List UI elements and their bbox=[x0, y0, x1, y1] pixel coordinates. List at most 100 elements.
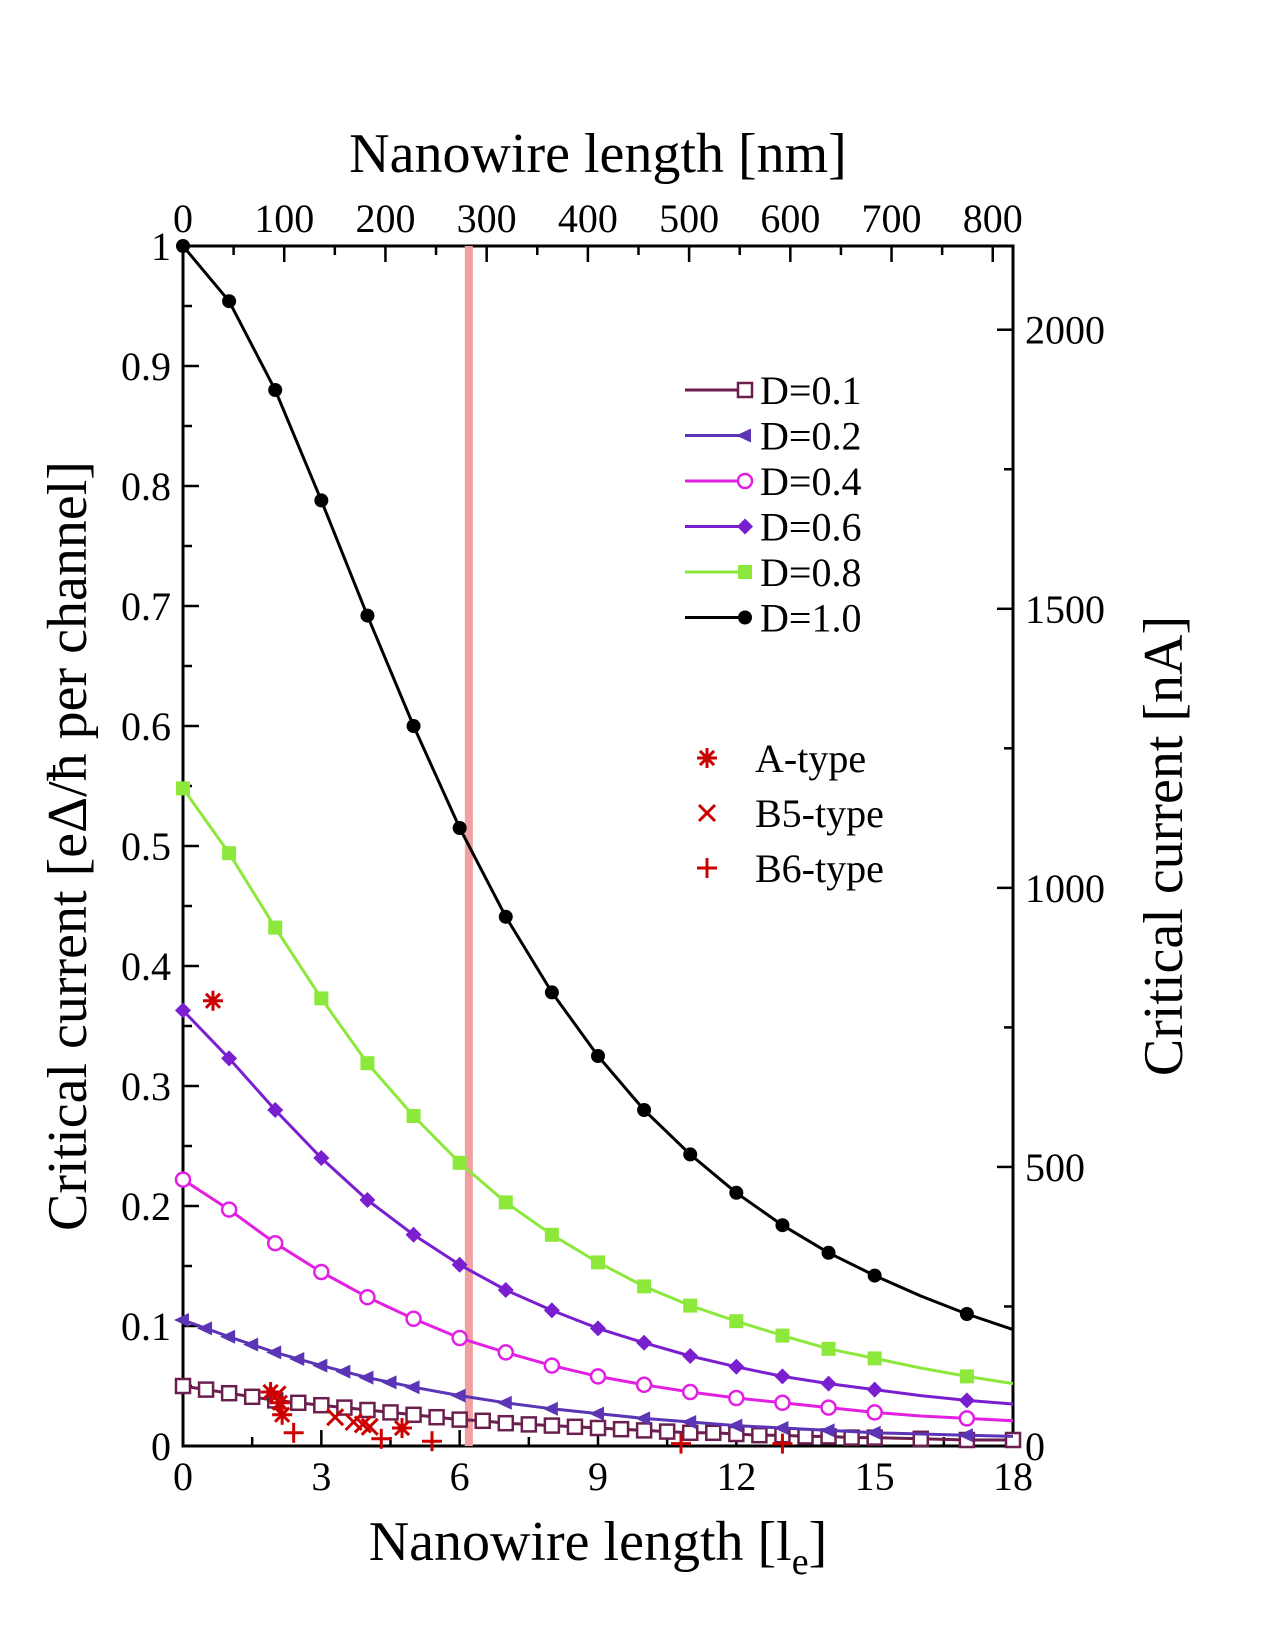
legend-entry: D=0.8 bbox=[685, 550, 861, 595]
x-tick-label-top: 800 bbox=[963, 196, 1023, 241]
data-point bbox=[705, 1424, 722, 1442]
legend-entry: A-type bbox=[697, 736, 866, 781]
experimental-point-stroke bbox=[326, 1408, 345, 1427]
experimental-point bbox=[326, 1408, 345, 1427]
experimental-point bbox=[202, 990, 223, 1011]
legend-label: D=1.0 bbox=[760, 596, 861, 641]
data-point bbox=[243, 1388, 261, 1406]
data-point bbox=[382, 1404, 399, 1421]
data-point bbox=[959, 1307, 974, 1321]
legend-marker-stroke bbox=[697, 803, 717, 823]
left-axis-ticks: 0 0.1 0.2 0.3 0.4 0.5 0.6 0.7 0.8 0.9 1 bbox=[121, 224, 199, 1469]
y-tick-label-right: 1000 bbox=[1025, 866, 1105, 911]
x-tick-label-bottom: 9 bbox=[588, 1454, 608, 1499]
data-point bbox=[174, 1171, 192, 1188]
experimental-B6-type bbox=[283, 1422, 793, 1454]
experimental-point bbox=[283, 1422, 304, 1443]
data-point bbox=[474, 1412, 491, 1430]
data-point bbox=[405, 1406, 422, 1424]
series-D06 bbox=[175, 1002, 1014, 1409]
x-axis-title-bottom-subscript: e bbox=[792, 1541, 809, 1583]
y-tick-label-right: 0 bbox=[1025, 1424, 1045, 1469]
experimental-point bbox=[272, 1404, 293, 1425]
data-point bbox=[335, 1364, 351, 1379]
x-tick-label-bottom: 18 bbox=[993, 1454, 1033, 1499]
data-point bbox=[314, 493, 329, 508]
data-point bbox=[682, 1348, 699, 1364]
data-point bbox=[268, 920, 283, 935]
experimental-point-stroke bbox=[344, 1412, 363, 1432]
data-point bbox=[312, 1358, 328, 1373]
data-point bbox=[542, 1401, 558, 1416]
data-point bbox=[405, 1226, 422, 1243]
experimental-point-stroke bbox=[393, 1419, 411, 1437]
experimental-point bbox=[422, 1431, 442, 1452]
series-D08 bbox=[176, 781, 1014, 1386]
legend-marker bbox=[736, 472, 754, 490]
data-point bbox=[589, 1419, 607, 1437]
experimental-point bbox=[671, 1433, 691, 1454]
series-line bbox=[181, 245, 1014, 1332]
y-tick-label-left: 0.4 bbox=[121, 944, 171, 989]
data-point bbox=[289, 1352, 305, 1366]
y-tick-label-left: 0.1 bbox=[121, 1304, 171, 1349]
data-point bbox=[683, 1147, 698, 1162]
data-point bbox=[658, 1423, 676, 1440]
y-tick-label-right: 2000 bbox=[1025, 308, 1105, 353]
data-point bbox=[314, 991, 329, 1006]
legend-entry: B5-type bbox=[697, 791, 884, 836]
top-axis-ticks: 0 100 200 300 400 500 600 700 800 bbox=[173, 196, 1023, 262]
y-tick-label-left: 0.7 bbox=[121, 584, 171, 629]
data-point bbox=[197, 1321, 213, 1336]
data-point bbox=[220, 1201, 238, 1218]
data-point bbox=[566, 1418, 584, 1436]
data-point bbox=[866, 1381, 883, 1398]
data-point bbox=[266, 1345, 282, 1360]
data-point bbox=[635, 1411, 651, 1426]
series-layer bbox=[174, 239, 1022, 1449]
experimental-point-stroke bbox=[262, 1383, 279, 1401]
data-point bbox=[450, 1388, 466, 1403]
series-line bbox=[181, 787, 1014, 1386]
experimental-B5-type bbox=[268, 1385, 379, 1436]
x-tick-label-top: 200 bbox=[355, 196, 415, 241]
legend-label: B6-type bbox=[755, 846, 884, 891]
data-point bbox=[729, 1314, 744, 1329]
x-tick-label-bottom: 3 bbox=[311, 1454, 331, 1499]
data-point bbox=[683, 1298, 698, 1313]
x-axis-title-top: Nanowire length [nm] bbox=[349, 123, 847, 185]
data-point bbox=[268, 383, 283, 397]
data-point bbox=[820, 1375, 837, 1392]
data-point bbox=[290, 1394, 307, 1412]
x-tick-label-bottom: 12 bbox=[716, 1454, 756, 1499]
data-point bbox=[774, 1368, 791, 1385]
legend-marker bbox=[738, 610, 752, 625]
data-point bbox=[452, 1155, 467, 1170]
data-point bbox=[612, 1420, 630, 1438]
data-point bbox=[174, 1313, 189, 1327]
series-line bbox=[182, 1384, 1013, 1442]
data-point bbox=[313, 1150, 330, 1166]
experimental-points bbox=[202, 990, 793, 1454]
experimental-point bbox=[772, 1433, 793, 1454]
data-point bbox=[543, 1302, 560, 1319]
data-point bbox=[820, 1399, 837, 1416]
data-point bbox=[498, 909, 513, 924]
data-point bbox=[497, 1344, 515, 1361]
data-point bbox=[359, 1288, 376, 1306]
data-point bbox=[451, 1329, 468, 1347]
data-point bbox=[681, 1415, 697, 1429]
data-point bbox=[821, 1245, 836, 1260]
data-point bbox=[729, 1185, 744, 1200]
data-point bbox=[360, 608, 375, 623]
data-point bbox=[359, 1192, 376, 1208]
data-point bbox=[775, 1328, 790, 1343]
data-point bbox=[637, 1279, 652, 1294]
data-point bbox=[176, 781, 190, 796]
data-point bbox=[358, 1370, 374, 1385]
data-point bbox=[266, 1234, 284, 1252]
x-tick-label-top: 0 bbox=[173, 196, 193, 241]
data-point bbox=[591, 1049, 605, 1063]
y-tick-label-left: 0 bbox=[151, 1424, 171, 1469]
x-tick-label-top: 100 bbox=[254, 196, 314, 241]
